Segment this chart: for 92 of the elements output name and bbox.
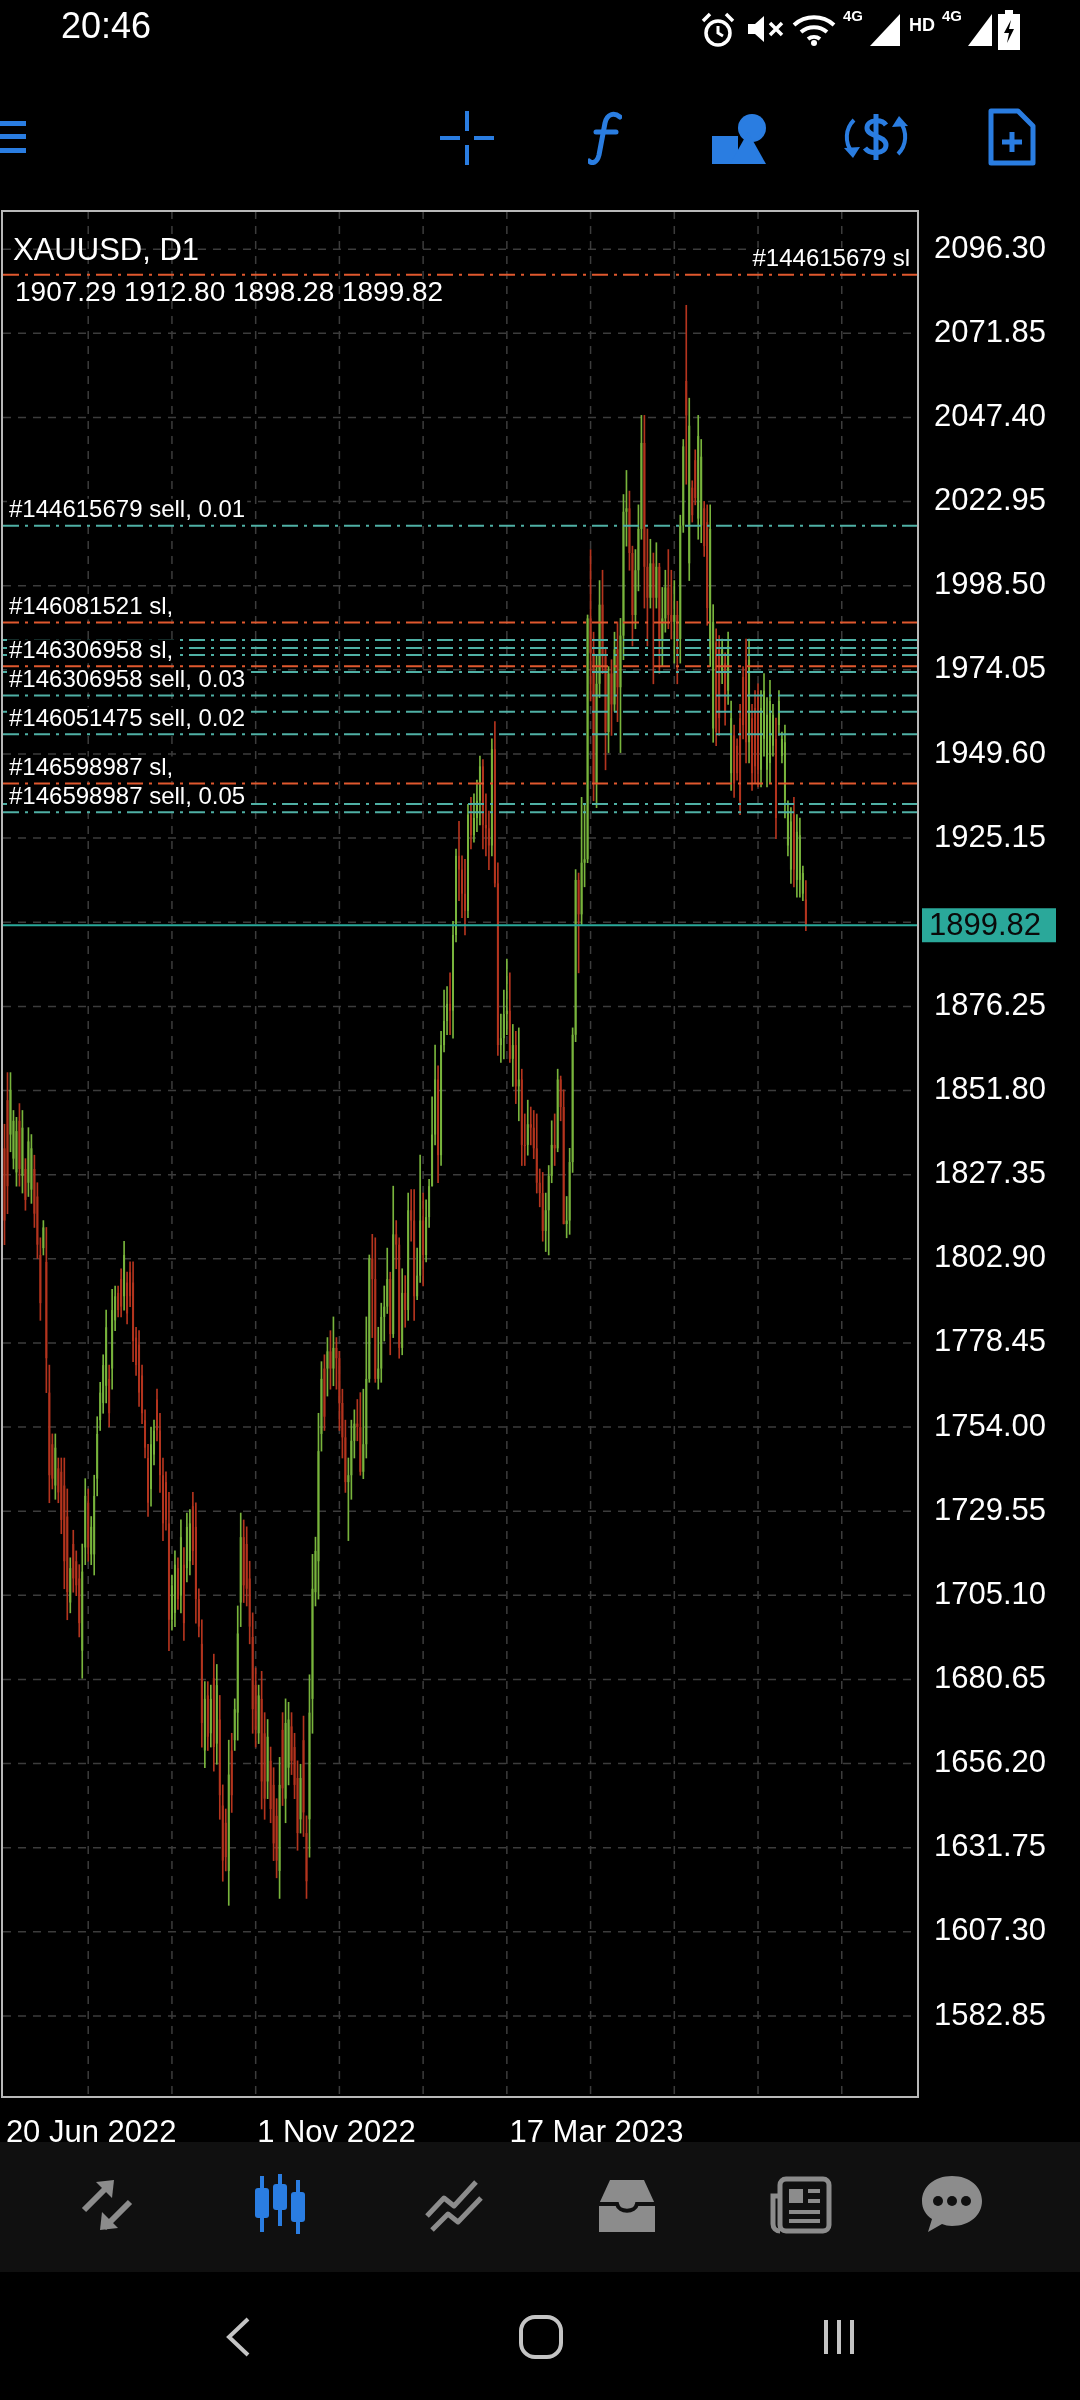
y-tick-label: 1778.45 <box>934 1323 1047 1359</box>
y-tick-label: 1705.10 <box>934 1575 1047 1611</box>
candlestick <box>72 1529 75 1593</box>
candlestick <box>392 1185 395 1338</box>
candlestick <box>21 1110 24 1194</box>
candlestick <box>580 797 583 925</box>
text: 4G <box>843 7 864 24</box>
y-tick-label: 2096.30 <box>934 229 1047 265</box>
candlestick <box>607 666 610 753</box>
candlestick <box>230 1732 233 1813</box>
y-tick-label: 1851.80 <box>934 1071 1047 1107</box>
candlestick <box>463 858 466 936</box>
y-tick-label: 1754.00 <box>934 1407 1047 1443</box>
candlestick <box>27 1127 30 1197</box>
candlestick <box>329 1330 332 1390</box>
ref-line-label: #146598987 sell, 0.05 <box>9 781 246 809</box>
y-tick-label: 1729.55 <box>934 1491 1047 1527</box>
annotation: 1907.29 1912.80 1898.28 1899.82 <box>15 275 444 307</box>
candlestick <box>511 1024 514 1087</box>
candlestick <box>299 1763 302 1834</box>
candlestick <box>332 1316 335 1387</box>
candlestick <box>323 1354 326 1431</box>
text: HD <box>909 15 935 35</box>
candlestick <box>688 397 691 581</box>
candlestick <box>449 972 452 1036</box>
candlestick <box>227 1739 230 1906</box>
candlestick <box>577 872 580 974</box>
candlestick <box>655 542 658 609</box>
candlestick <box>673 580 676 664</box>
x-tick-label: 17 Mar 2023 <box>509 2114 684 2150</box>
y-tick-label: 1876.25 <box>934 986 1047 1022</box>
candlestick <box>284 1698 287 1824</box>
candlestick <box>658 563 661 674</box>
candlestick <box>45 1227 48 1393</box>
ref-line-label: #144615679 sell, 0.01 <box>9 495 246 523</box>
y-tick-label: 1607.30 <box>934 1912 1047 1948</box>
candlestick <box>610 659 613 736</box>
candlestick <box>18 1103 21 1187</box>
candlestick <box>281 1712 284 1806</box>
ref-line-label: #146306958 sl, <box>9 635 174 663</box>
ref-line-label: #146081521 sl, <box>9 592 174 620</box>
y-tick-label: 2047.40 <box>934 398 1047 434</box>
candlestick <box>87 1488 90 1562</box>
ref-line-label: 1899.82 <box>929 906 1042 942</box>
candlestick <box>556 1068 559 1153</box>
candlestick <box>520 1068 523 1166</box>
candlestick <box>278 1757 281 1899</box>
candlestick <box>541 1172 544 1242</box>
candlestick <box>643 415 646 609</box>
x-tick-label: 1 Nov 2022 <box>257 2114 416 2150</box>
candlestick <box>389 1271 392 1356</box>
ref-line-label: #146306958 sell, 0.03 <box>9 665 246 693</box>
candlestick <box>616 621 619 722</box>
candlestick <box>326 1337 329 1397</box>
y-tick-label: 2022.95 <box>934 482 1047 518</box>
y-tick-label: 1582.85 <box>934 1996 1047 2032</box>
y-tick-label: 1680.65 <box>934 1659 1047 1695</box>
candlestick <box>768 680 771 784</box>
text: XAUUSD, D1 <box>13 232 200 268</box>
candlestick <box>374 1237 377 1383</box>
y-tick-label: 1949.60 <box>934 734 1047 770</box>
y-tick-label: 1925.15 <box>934 818 1047 854</box>
y-tick-label: 1656.20 <box>934 1744 1047 1780</box>
ref-line-label: #146051475 sell, 0.02 <box>9 704 246 731</box>
text: 4G <box>942 7 963 24</box>
ref-line-label: #144615679 sl <box>752 244 911 272</box>
candlestick <box>266 1719 269 1799</box>
ref-line-label: #146598987 sl, <box>9 753 174 781</box>
candlestick <box>649 538 652 609</box>
candlestick <box>242 1519 245 1603</box>
candlestick <box>24 1158 27 1211</box>
x-tick-label: 20 Jun 2022 <box>5 2114 177 2150</box>
candlestick <box>69 1557 72 1614</box>
y-tick-label: 1974.05 <box>934 650 1047 686</box>
candlestick <box>302 1715 305 1837</box>
candlestick <box>526 1099 529 1156</box>
candlestick <box>42 1220 45 1256</box>
candlestick <box>685 304 688 485</box>
candlestick <box>652 552 655 685</box>
candlestick <box>305 1815 308 1899</box>
candlestick <box>215 1664 218 1765</box>
y-tick-label: 1802.90 <box>934 1239 1047 1275</box>
candlestick <box>257 1684 260 1744</box>
candlestick <box>54 1433 57 1500</box>
y-tick-label: 1631.75 <box>934 1828 1047 1864</box>
y-tick-label: 1998.50 <box>934 566 1047 602</box>
text: 20:46 <box>61 5 152 46</box>
y-tick-label: 2071.85 <box>934 313 1047 349</box>
candlestick <box>359 1392 362 1476</box>
y-tick-label: 1827.35 <box>934 1155 1047 1191</box>
candlestick <box>697 415 700 540</box>
candlestick <box>48 1364 51 1504</box>
